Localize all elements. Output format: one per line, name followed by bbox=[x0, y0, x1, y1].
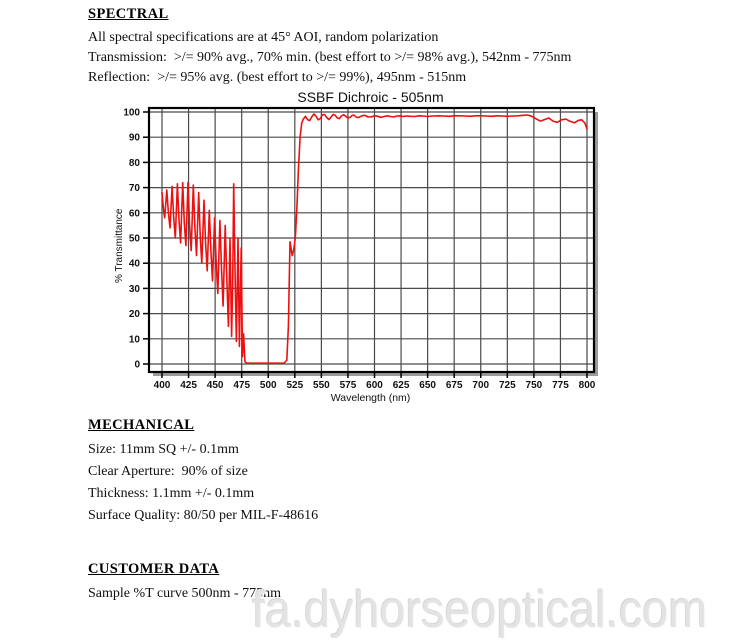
mechanical-section: MECHANICAL Size: 11mm SQ +/- 0.1mm Clear… bbox=[88, 417, 318, 527]
svg-text:60: 60 bbox=[129, 208, 141, 219]
spectral-line-transmission: Transmission: >/= 90% avg., 70% min. (be… bbox=[88, 50, 572, 65]
svg-text:40: 40 bbox=[129, 259, 141, 270]
chart-title: SSBF Dichroic - 505nm bbox=[297, 89, 444, 105]
svg-text:475: 475 bbox=[233, 380, 250, 391]
spectral-section: SPECTRAL All spectral specifications are… bbox=[88, 6, 571, 88]
mechanical-heading: MECHANICAL bbox=[88, 417, 195, 433]
svg-text:400: 400 bbox=[154, 380, 171, 391]
plot-frame bbox=[147, 106, 596, 374]
svg-text:425: 425 bbox=[180, 380, 197, 391]
plot-area: 400 425 450 475 500 525 550 575 600 625 650 675 700 7… bbox=[123, 106, 596, 391]
spectral-heading: SPECTRAL bbox=[88, 6, 169, 22]
x-axis-title: Wavelength (nm) bbox=[330, 392, 411, 404]
svg-text:750: 750 bbox=[526, 380, 543, 391]
y-axis-title: % Transmittance bbox=[114, 208, 125, 283]
svg-text:30: 30 bbox=[129, 284, 141, 295]
spectral-line-reflection: Reflection: >/= 95% avg. (best effort to… bbox=[88, 70, 467, 85]
mechanical-line-surface-quality: Surface Quality: 80/50 per MIL-F-48616 bbox=[88, 508, 319, 523]
svg-text:50: 50 bbox=[129, 234, 141, 245]
svg-text:550: 550 bbox=[313, 380, 330, 391]
transmittance-chart: SSBF Dichroic - 505nm % Transmittance 40… bbox=[0, 86, 743, 406]
svg-text:10: 10 bbox=[129, 334, 141, 345]
svg-text:70: 70 bbox=[129, 183, 141, 194]
transmittance-curve bbox=[161, 113, 588, 365]
svg-text:775: 775 bbox=[552, 380, 569, 391]
svg-text:0: 0 bbox=[134, 360, 140, 371]
svg-text:700: 700 bbox=[472, 380, 489, 391]
svg-text:20: 20 bbox=[129, 309, 141, 320]
svg-text:675: 675 bbox=[446, 380, 463, 391]
svg-text:525: 525 bbox=[286, 380, 303, 391]
svg-text:100: 100 bbox=[123, 108, 140, 119]
svg-text:80: 80 bbox=[129, 158, 141, 169]
svg-text:500: 500 bbox=[260, 380, 277, 391]
svg-text:650: 650 bbox=[419, 380, 436, 391]
spectral-line-aoi: All spectral specifications are at 45° A… bbox=[88, 30, 439, 45]
svg-text:600: 600 bbox=[366, 380, 383, 391]
customer-data-line-sample: Sample %T curve 500nm - 775nm bbox=[88, 586, 281, 601]
mechanical-line-size: Size: 11mm SQ +/- 0.1mm bbox=[88, 442, 239, 457]
customer-data-section: CUSTOMER DATA Sample %T curve 500nm - 77… bbox=[88, 561, 281, 605]
svg-text:90: 90 bbox=[129, 133, 141, 144]
tick-labels: 400 425 450 475 500 525 550 575 600 625 650 675 700 7… bbox=[123, 108, 595, 392]
svg-text:725: 725 bbox=[499, 380, 516, 391]
tick-marks bbox=[143, 111, 588, 378]
svg-text:800: 800 bbox=[579, 380, 596, 391]
watermark: fa.dyhorseoptical.com bbox=[252, 581, 708, 639]
svg-text:625: 625 bbox=[393, 380, 410, 391]
mechanical-line-thickness: Thickness: 1.1mm +/- 0.1mm bbox=[88, 486, 255, 501]
grid-lines bbox=[150, 109, 593, 371]
customer-data-heading: CUSTOMER DATA bbox=[88, 561, 220, 577]
mechanical-line-clear-aperture: Clear Aperture: 90% of size bbox=[88, 464, 248, 479]
svg-text:450: 450 bbox=[207, 380, 224, 391]
svg-text:575: 575 bbox=[340, 380, 357, 391]
